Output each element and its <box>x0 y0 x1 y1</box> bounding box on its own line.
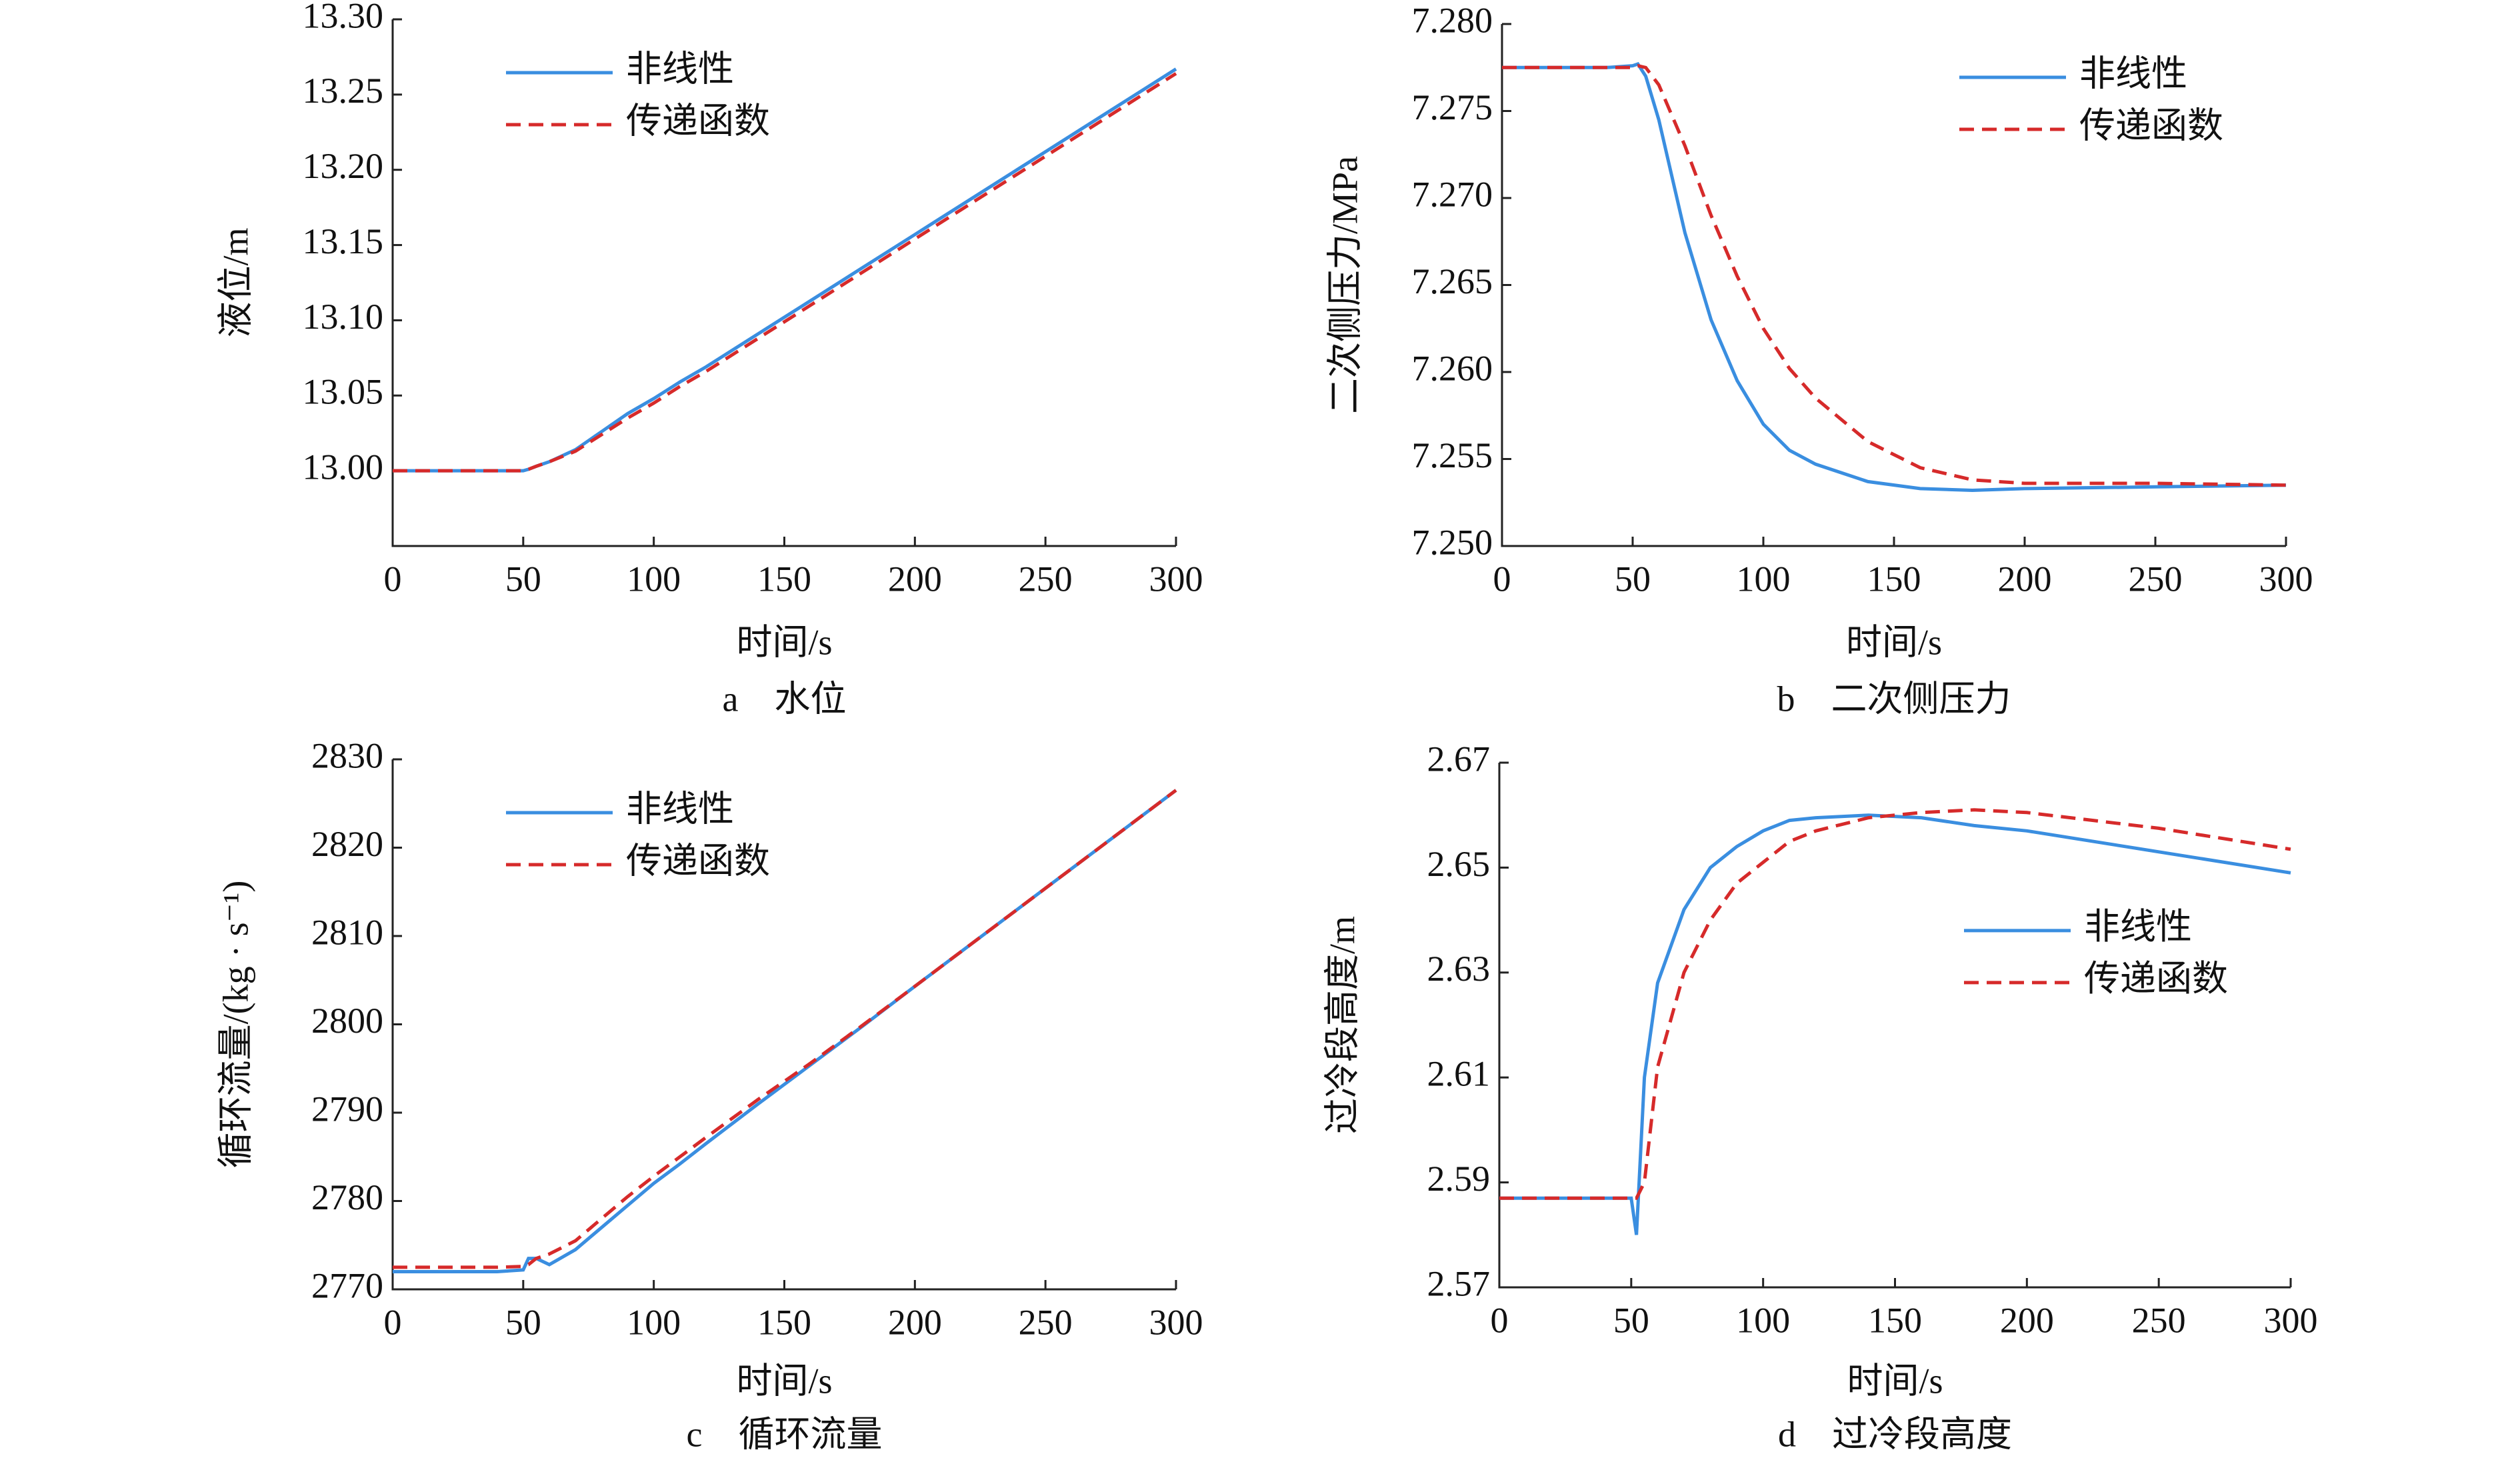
legend-label: 传递函数 <box>2084 959 2228 999</box>
x-tick-label: 250 <box>1019 1302 1073 1342</box>
y-tick-label: 13.05 <box>303 372 384 412</box>
series-line <box>1502 62 2287 493</box>
x-tick-label: 0 <box>1493 559 1511 599</box>
x-tick-label: 300 <box>1149 559 1203 599</box>
y-tick-label: 2800 <box>311 1001 383 1041</box>
y-tick-label: 7.250 <box>1412 522 1493 562</box>
y-axis-label: 过冷段高度/m <box>1322 916 1362 1134</box>
legend-label: 传递函数 <box>2079 105 2223 145</box>
y-axis-label: 循环流量/(kg · s⁻¹) <box>215 881 255 1169</box>
x-axis-label: 时间/s <box>736 622 832 662</box>
y-tick-label: 2770 <box>311 1265 383 1305</box>
y-tick-label: 2790 <box>311 1089 383 1129</box>
axes <box>391 759 1176 1291</box>
y-tick-label: 7.270 <box>1412 174 1493 214</box>
axes <box>1498 763 2291 1289</box>
y-tick-label: 2.65 <box>1427 844 1491 884</box>
x-tick-label: 300 <box>2259 559 2313 599</box>
x-tick-label: 0 <box>384 559 402 599</box>
x-tick-label: 150 <box>1867 559 1921 599</box>
y-tick-label: 2.59 <box>1427 1159 1491 1199</box>
series-line <box>393 72 1177 473</box>
y-tick-label: 7.275 <box>1412 87 1493 127</box>
y-tick-label: 13.10 <box>303 297 384 337</box>
y-tick-label: 2780 <box>311 1177 383 1217</box>
y-tick-label: 13.00 <box>303 447 384 487</box>
y-tick-label: 2820 <box>311 824 383 864</box>
axes <box>1501 24 2286 547</box>
legend-label: 非线性 <box>2079 53 2187 93</box>
x-tick-label: 100 <box>1736 1300 1790 1340</box>
x-tick-label: 300 <box>1149 1302 1203 1342</box>
x-tick-label: 150 <box>757 1302 811 1342</box>
x-axis-label: 时间/s <box>1847 1361 1943 1401</box>
y-tick-label: 7.280 <box>1412 0 1493 40</box>
series-line <box>393 789 1177 1273</box>
x-tick-label: 100 <box>627 1302 681 1342</box>
x-tick-label: 250 <box>1019 559 1073 599</box>
x-tick-label: 50 <box>1615 559 1651 599</box>
x-tick-label: 300 <box>2264 1300 2318 1340</box>
x-tick-label: 250 <box>2132 1300 2186 1340</box>
caption: b 二次侧压力 <box>1777 679 2011 719</box>
x-tick-label: 50 <box>505 559 541 599</box>
x-tick-label: 150 <box>757 559 811 599</box>
y-tick-label: 7.260 <box>1412 348 1493 388</box>
legend-label: 非线性 <box>626 789 734 829</box>
x-tick-label: 250 <box>2129 559 2183 599</box>
x-tick-label: 150 <box>1868 1300 1922 1340</box>
x-tick-label: 0 <box>384 1302 402 1342</box>
y-tick-label: 2830 <box>311 735 383 775</box>
x-axis-label: 时间/s <box>1846 622 1942 662</box>
x-tick-label: 200 <box>1998 559 2052 599</box>
axes <box>391 19 1176 547</box>
y-tick-label: 2.61 <box>1427 1054 1491 1094</box>
y-tick-label: 13.20 <box>303 146 384 186</box>
legend-label: 非线性 <box>626 49 734 89</box>
y-tick-label: 2810 <box>311 912 383 952</box>
x-tick-label: 100 <box>1737 559 1791 599</box>
y-tick-label: 13.30 <box>303 0 384 35</box>
legend-label: 传递函数 <box>626 101 770 141</box>
x-axis-label: 时间/s <box>736 1361 832 1401</box>
y-tick-label: 13.25 <box>303 71 384 111</box>
series-line <box>1499 813 2291 1235</box>
y-tick-label: 2.63 <box>1427 949 1491 989</box>
caption: d 过冷段高度 <box>1778 1414 2012 1454</box>
series-line <box>1499 808 2291 1200</box>
legend-label: 传递函数 <box>626 841 770 881</box>
y-tick-label: 2.67 <box>1427 739 1491 779</box>
caption: a 水位 <box>723 679 847 719</box>
y-tick-label: 7.255 <box>1412 435 1493 475</box>
x-tick-label: 100 <box>627 559 681 599</box>
x-tick-label: 200 <box>2000 1300 2054 1340</box>
x-tick-label: 200 <box>888 1302 942 1342</box>
series-line <box>393 789 1177 1269</box>
y-axis-label: 液位/m <box>215 227 255 337</box>
y-axis-label: 二次侧压力/MPa <box>1325 156 1365 414</box>
x-tick-label: 0 <box>1491 1300 1509 1340</box>
y-tick-label: 13.15 <box>303 221 384 261</box>
y-tick-label: 2.57 <box>1427 1263 1491 1303</box>
x-tick-label: 200 <box>888 559 942 599</box>
series-line <box>1502 64 2287 487</box>
legend-label: 非线性 <box>2084 907 2192 947</box>
caption: c 循环流量 <box>687 1414 883 1454</box>
series-line <box>393 67 1177 473</box>
x-tick-label: 50 <box>1613 1300 1649 1340</box>
y-tick-label: 7.265 <box>1412 261 1493 301</box>
x-tick-label: 50 <box>505 1302 541 1342</box>
